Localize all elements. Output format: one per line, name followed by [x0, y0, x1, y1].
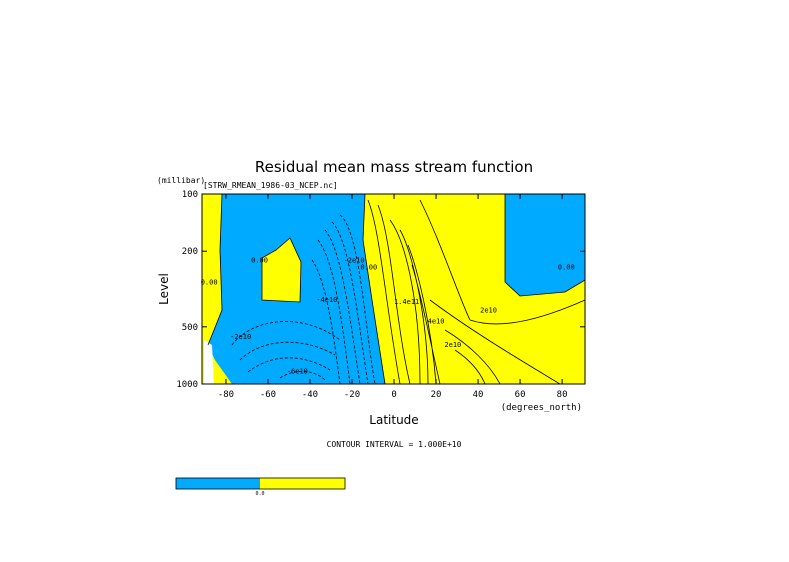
- x-axis-label: Latitude: [369, 413, 418, 427]
- contour-label: 4e10: [428, 317, 445, 325]
- y-axis-label: Level: [157, 273, 171, 305]
- contour-label: -4e10: [316, 296, 337, 304]
- contour-label: 2e10: [444, 341, 461, 349]
- x-tick-label: -40: [302, 390, 318, 400]
- x-tick-label: 80: [557, 390, 568, 400]
- missing-region: [204, 340, 214, 384]
- y-tick-label: 1000: [176, 380, 198, 390]
- positive-region: [262, 238, 301, 302]
- x-units: (degrees_north): [501, 403, 582, 413]
- colorbar-frame: [175, 477, 346, 490]
- y-tick-label: 200: [182, 247, 198, 257]
- contour-label: 2e10: [480, 306, 497, 314]
- chart-title: Residual mean mass stream function: [255, 158, 533, 176]
- x-tick-label: 20: [431, 390, 442, 400]
- negative-region: [505, 194, 585, 296]
- contour-label: 0.00: [360, 264, 377, 272]
- contour-label: 0.00: [558, 264, 575, 272]
- contour-label: 1.4e11: [394, 298, 419, 306]
- contour-label: -2e10: [230, 333, 251, 341]
- x-tick-label: 60: [515, 390, 526, 400]
- contour-label: 0.00: [251, 257, 268, 265]
- contour-label: 0.00: [201, 279, 218, 287]
- plot-frame: [201, 193, 586, 385]
- colorbar-negative: [176, 478, 260, 489]
- contour-lines: [207, 193, 586, 385]
- y-tick-label: 500: [182, 323, 198, 333]
- y-tick-label: 100: [182, 190, 198, 200]
- contour-label: -2e10: [344, 257, 365, 265]
- contour-field: [202, 193, 586, 385]
- y-units: (millibar): [157, 176, 205, 185]
- x-tick-label: -20: [344, 390, 360, 400]
- colorbar-positive: [260, 478, 345, 489]
- x-tick-label: 40: [473, 390, 484, 400]
- x-tick-label: -80: [218, 390, 234, 400]
- subtitle: [STRW_RMEAN_1986-03_NCEP.nc]: [203, 181, 338, 190]
- contour-label: -6e10: [287, 367, 308, 375]
- x-tick-label: 0: [391, 390, 396, 400]
- colorbar-label: 0.0: [255, 491, 264, 497]
- footnote: CONTOUR INTERVAL = 1.000E+10: [327, 440, 462, 449]
- x-tick-label: -60: [260, 390, 276, 400]
